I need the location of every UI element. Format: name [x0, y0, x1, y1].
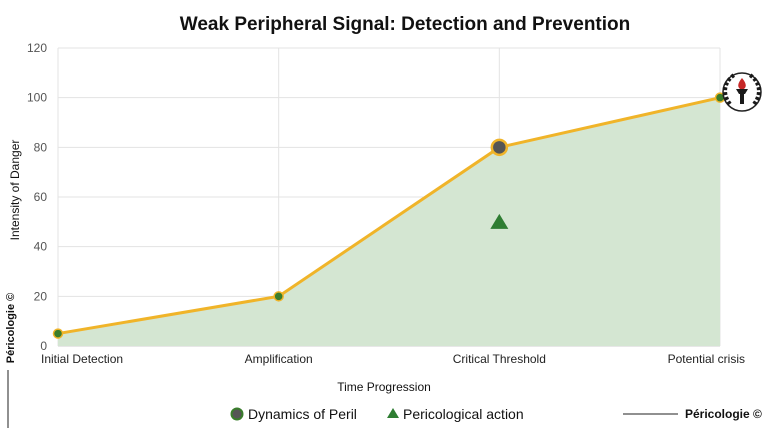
y-tick-label: 120 — [27, 41, 47, 55]
chart-title: Weak Peripheral Signal: Detection and Pr… — [180, 14, 631, 35]
x-tick-label: Critical Threshold — [453, 352, 546, 366]
bottom-credit: Péricologie © — [685, 407, 762, 421]
y-tick-label: 20 — [34, 289, 48, 303]
legend-triangle-marker — [387, 408, 399, 418]
data-point-dynamics — [273, 291, 284, 302]
x-tick-label: Amplification — [245, 352, 313, 366]
laurel-torch-emblem-icon — [722, 72, 762, 112]
legend-label-pericological: Pericological action — [403, 406, 524, 422]
y-axis-label: Intensity of Danger — [8, 140, 22, 241]
x-tick-label: Potential crisis — [668, 352, 745, 366]
y-axis-ticks: 0 20 40 60 80 100 120 — [27, 41, 47, 353]
y-tick-label: 80 — [34, 140, 48, 154]
x-axis-ticks: Initial Detection Amplification Critical T… — [41, 352, 745, 366]
legend: Dynamics of Peril Pericological action — [230, 406, 524, 422]
series-line-dynamics — [57, 96, 721, 336]
side-credit: Péricologie © — [5, 293, 17, 363]
legend-item-dynamics[interactable]: Dynamics of Peril — [230, 406, 357, 422]
x-tick-label: Initial Detection — [41, 352, 123, 366]
x-axis-label: Time Progression — [337, 380, 431, 394]
data-point-dynamics — [490, 138, 509, 157]
legend-label-dynamics: Dynamics of Peril — [248, 406, 357, 422]
y-tick-label: 60 — [34, 190, 48, 204]
legend-circle-marker — [230, 407, 244, 421]
data-point-dynamics — [52, 328, 64, 339]
points-layer — [52, 92, 726, 339]
legend-item-pericological[interactable]: Pericological action — [387, 406, 524, 422]
area-layer — [57, 96, 721, 347]
y-tick-label: 100 — [27, 91, 47, 105]
y-tick-label: 40 — [34, 240, 48, 254]
y-tick-label: 0 — [40, 339, 47, 353]
data-point-pericological — [490, 213, 509, 229]
